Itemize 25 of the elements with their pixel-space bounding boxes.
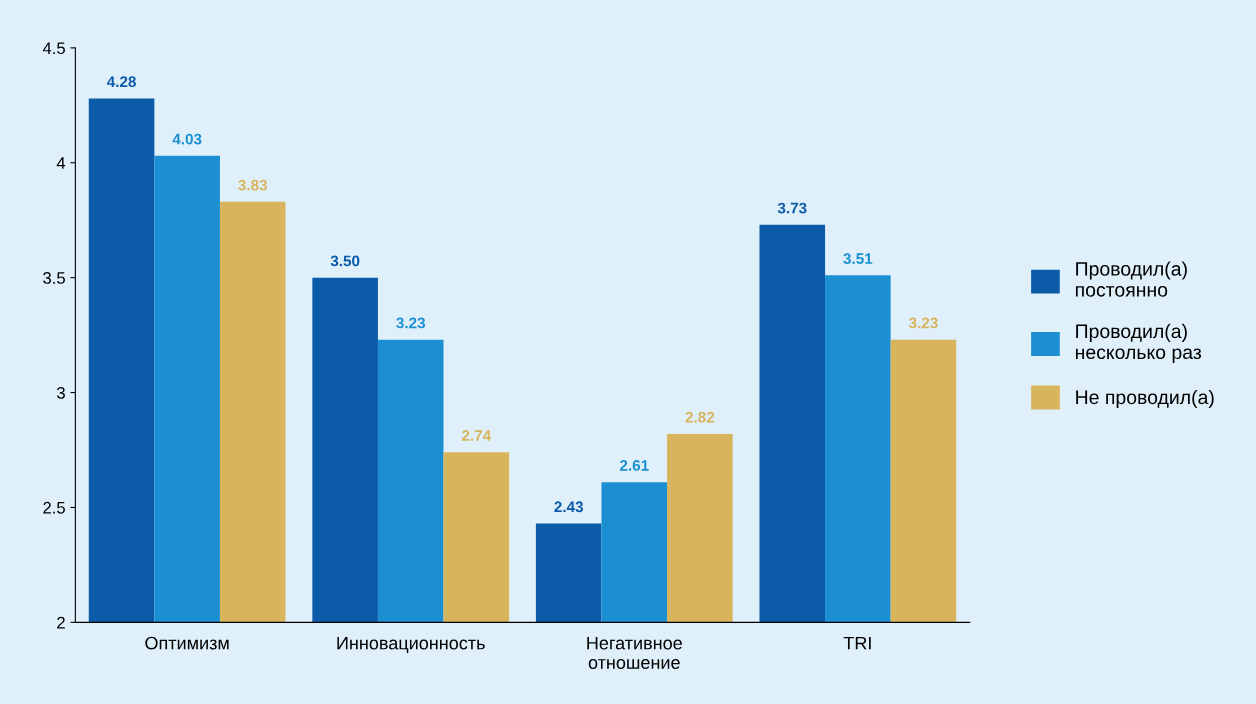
data-label: 3.23 — [908, 317, 938, 329]
data-label: 3.51 — [843, 253, 873, 265]
x-tick-label: Оптимизм — [145, 636, 229, 650]
data-label: 3.73 — [777, 202, 807, 214]
data-label: 3.23 — [396, 317, 426, 329]
y-tick-label: 4 — [56, 157, 66, 169]
y-tick-label: 3 — [57, 386, 65, 399]
data-label: 2.43 — [554, 501, 584, 513]
data-label: 3.50 — [330, 255, 360, 267]
x-tick-label: Инновационность — [337, 636, 485, 653]
data-label: 2.74 — [461, 430, 492, 441]
data-label: 2.82 — [685, 411, 715, 423]
legend-label: Не проводил(а) — [1076, 389, 1214, 409]
data-label: 4.03 — [172, 133, 202, 145]
legend-label: Проводил(а) постоянно — [1075, 261, 1187, 297]
x-tick-label: Негативное отношение — [587, 636, 682, 669]
y-tick-label: 4.5 — [42, 42, 65, 55]
data-label: 2.61 — [619, 460, 649, 471]
y-tick-label: 2 — [57, 616, 65, 629]
y-tick-label: 3.5 — [43, 272, 65, 284]
legend-label: Проводил(а) несколько раз — [1075, 323, 1202, 363]
data-label: 4.28 — [106, 76, 136, 88]
y-tick-label: 2.5 — [43, 501, 65, 514]
x-tick-label: TRI — [843, 636, 871, 650]
data-label: 3.83 — [238, 179, 268, 191]
